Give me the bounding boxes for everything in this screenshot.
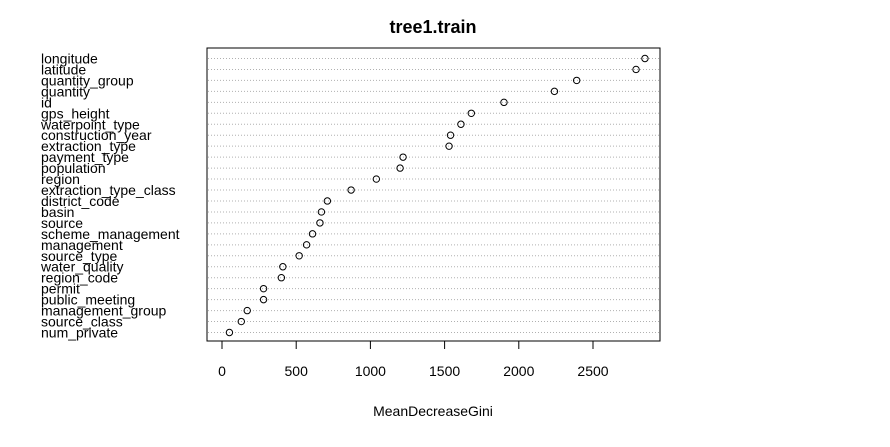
x-tick-label: 2500 xyxy=(577,363,608,379)
variable-label: scheme_management xyxy=(41,226,180,242)
data-point xyxy=(399,153,407,161)
variable-label: source_type xyxy=(41,248,117,264)
variable-label: source_class xyxy=(41,314,123,330)
x-tick-label: 1500 xyxy=(429,363,460,379)
variable-label: extraction_type_class xyxy=(41,182,176,198)
variable-label: id xyxy=(41,94,52,110)
variable-label: region xyxy=(41,171,80,187)
variable-label: waterpoint_type xyxy=(40,116,140,132)
chart-title: tree1.train xyxy=(389,17,476,37)
data-point xyxy=(317,208,326,216)
variable-label: water_quality xyxy=(40,259,124,275)
variable-label: population xyxy=(41,160,106,176)
x-tick-label: 2000 xyxy=(503,363,534,379)
variable-label: basin xyxy=(41,204,74,220)
variable-label: payment_type xyxy=(41,149,129,165)
data-point xyxy=(323,197,332,205)
data-point xyxy=(277,274,286,282)
variable-label: latitude xyxy=(41,61,86,77)
data-point xyxy=(445,142,453,150)
data-point xyxy=(347,186,355,194)
data-point xyxy=(396,164,404,172)
data-point xyxy=(259,284,268,293)
variable-label: construction_year xyxy=(41,127,152,143)
variable-label: extraction_type xyxy=(41,138,136,154)
data-point xyxy=(467,109,476,118)
data-point xyxy=(500,98,508,107)
data-point xyxy=(243,306,251,315)
data-point xyxy=(259,295,268,304)
variable-label: quantity_group xyxy=(41,72,134,88)
data-point xyxy=(295,252,303,260)
data-point xyxy=(302,241,311,249)
data-point xyxy=(446,131,455,139)
data-point xyxy=(279,263,287,271)
variable-label: management_group xyxy=(41,303,167,319)
variable-label: permit xyxy=(41,281,80,297)
variable-label: public_meeting xyxy=(41,292,135,308)
variable-label: gps_height xyxy=(41,105,110,121)
data-point xyxy=(550,87,559,96)
data-point xyxy=(457,120,465,128)
variable-label: longitude xyxy=(41,51,98,67)
variable-label: region_code xyxy=(41,270,118,286)
variable-label: num_private xyxy=(41,325,118,341)
data-point xyxy=(572,76,581,85)
variable-label: management xyxy=(41,237,123,253)
data-point xyxy=(225,328,234,337)
data-point xyxy=(372,175,381,183)
variable-labels: longitudelatitudequantity_groupquantityi… xyxy=(40,51,180,341)
data-point xyxy=(237,317,245,326)
x-axis: 0 500 1000 1500 2000 2500 xyxy=(218,340,609,379)
x-tick-label: 0 xyxy=(218,363,226,379)
x-tick-label: 500 xyxy=(285,363,309,379)
plot-frame xyxy=(206,47,661,342)
variable-label: quantity xyxy=(41,83,90,99)
data-point xyxy=(316,219,324,227)
x-axis-label: MeanDecreaseGini xyxy=(373,403,493,419)
variable-label: district_code xyxy=(41,193,120,209)
data-points xyxy=(225,54,649,337)
data-point xyxy=(632,65,640,74)
data-point xyxy=(308,230,317,238)
x-tick-label: 1000 xyxy=(355,363,386,379)
data-point xyxy=(641,54,649,63)
variable-label: source xyxy=(41,215,83,231)
guide-lines xyxy=(208,58,659,333)
